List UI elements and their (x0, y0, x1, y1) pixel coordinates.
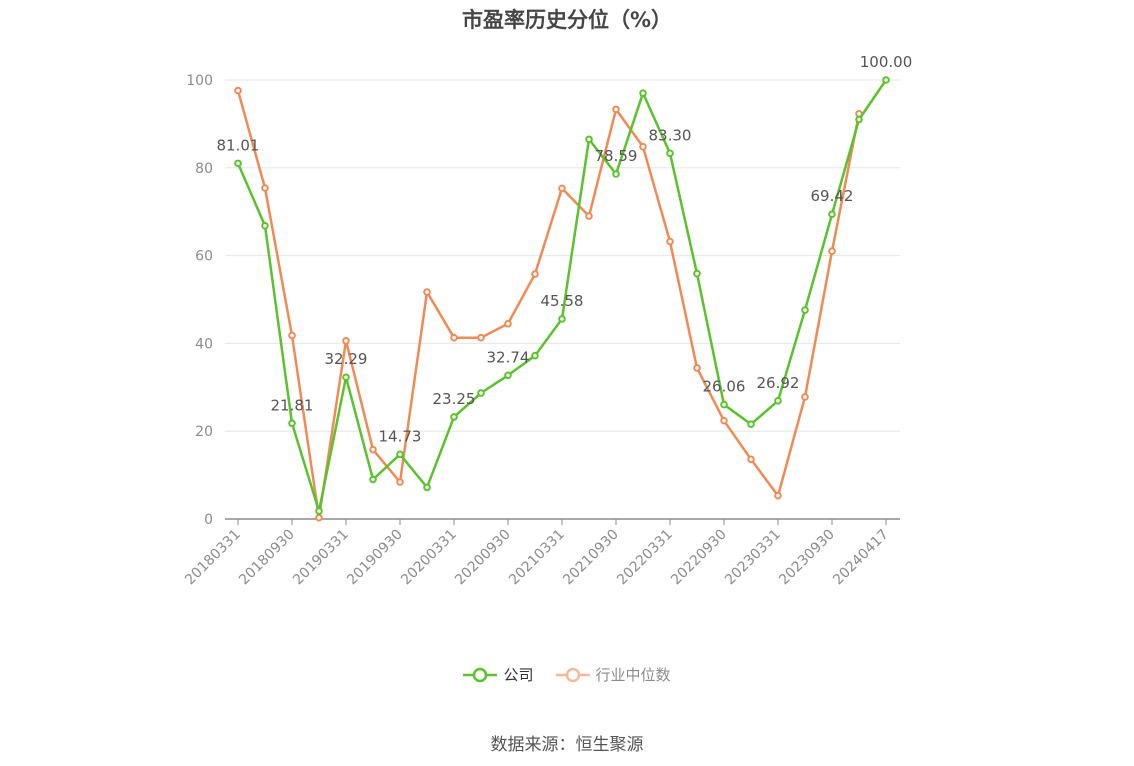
data-point-company[interactable] (639, 89, 647, 97)
data-point-company[interactable] (882, 76, 890, 84)
data-labels: 81.01 21.81 32.29 14.73 23.25 32.74 45.58 78.59… (217, 53, 913, 445)
data-label: 45.58 (541, 292, 584, 310)
data-point-company[interactable] (693, 269, 701, 278)
data-point-industry[interactable] (396, 478, 404, 486)
data-point-industry[interactable] (450, 333, 458, 342)
data-point-industry[interactable] (666, 237, 674, 246)
data-point-industry[interactable] (558, 184, 566, 193)
grid (225, 79, 900, 432)
data-point-company[interactable] (585, 135, 593, 144)
chart-title: 市盈率历史分位（%） (461, 8, 673, 32)
data-point-company[interactable] (720, 400, 728, 409)
legend-item-industry[interactable]: 行业中位数 (555, 664, 671, 685)
data-label: 14.73 (379, 427, 422, 445)
data-point-company[interactable] (558, 315, 566, 323)
data-label: 26.06 (703, 378, 746, 396)
data-point-industry[interactable] (720, 416, 728, 425)
data-point-industry[interactable] (342, 336, 350, 345)
data-point-industry[interactable] (612, 105, 620, 114)
y-tick-label: 40 (195, 336, 213, 352)
data-point-company[interactable] (288, 419, 296, 428)
data-point-industry[interactable] (774, 491, 782, 500)
line-chart: 0 20 40 60 80 100 201803312018093020190331201… (182, 53, 913, 589)
data-point-company[interactable] (315, 507, 323, 515)
data-label: 100.00 (860, 53, 913, 71)
legend-item-company[interactable]: 公司 (463, 664, 534, 685)
x-tick-label: 20180331 (182, 527, 244, 589)
data-point-industry[interactable] (261, 184, 269, 192)
x-tick-label: 20210331 (506, 527, 568, 589)
data-point-company[interactable] (450, 413, 458, 421)
data-point-industry[interactable] (423, 288, 431, 296)
data-point-industry[interactable] (288, 331, 296, 340)
y-axis: 0 20 40 60 80 100 (186, 73, 213, 528)
data-label: 32.29 (325, 350, 368, 368)
data-label: 81.01 (217, 136, 260, 154)
legend-company-label: 公司 (503, 666, 534, 684)
data-point-company[interactable] (477, 389, 485, 397)
data-point-industry[interactable] (747, 455, 755, 464)
x-tick-label: 20240417 (830, 527, 892, 589)
data-point-industry[interactable] (315, 513, 323, 522)
legend: 公司 行业中位数 (0, 664, 1134, 685)
data-point-company[interactable] (423, 483, 431, 492)
data-source: 数据来源：恒生聚源 (490, 735, 644, 755)
data-point-industry[interactable] (693, 364, 701, 372)
data-label: 83.30 (649, 126, 692, 144)
data-point-company[interactable] (747, 420, 755, 428)
data-point-company[interactable] (801, 306, 809, 314)
y-tick-label: 0 (204, 512, 213, 528)
x-tick-label: 20220930 (668, 527, 730, 589)
data-label: 21.81 (271, 396, 314, 414)
y-tick-label: 100 (186, 73, 213, 89)
data-point-company[interactable] (396, 450, 404, 459)
data-point-industry[interactable] (639, 142, 647, 151)
data-point-industry[interactable] (477, 333, 485, 342)
data-point-industry[interactable] (531, 270, 539, 278)
y-tick-label: 60 (195, 249, 213, 265)
x-tick-label: 20190331 (290, 527, 352, 589)
data-point-company[interactable] (261, 221, 269, 230)
x-tick-label: 20220331 (614, 527, 676, 589)
y-tick-label: 80 (195, 161, 213, 177)
data-label: 26.92 (757, 374, 800, 392)
legend-industry-swatch (555, 667, 590, 682)
data-point-industry[interactable] (504, 319, 512, 328)
x-tick-label: 20230930 (776, 527, 838, 589)
series-layer (234, 76, 890, 522)
x-tick-label: 20190930 (344, 527, 406, 589)
legend-company-swatch (463, 667, 498, 682)
data-label: 69.42 (811, 187, 854, 205)
data-point-company[interactable] (342, 373, 350, 382)
data-point-company[interactable] (612, 170, 620, 178)
series-line-industry (236, 90, 861, 519)
data-label: 23.25 (433, 390, 476, 408)
data-point-company[interactable] (531, 351, 539, 360)
data-point-company[interactable] (828, 210, 836, 219)
data-label: 78.59 (595, 147, 638, 165)
x-tick-label: 20200331 (398, 527, 460, 589)
data-point-company[interactable] (774, 397, 782, 405)
data-point-company[interactable] (855, 115, 863, 124)
x-tick-label: 20200930 (452, 527, 514, 589)
data-point-company[interactable] (504, 371, 512, 380)
data-point-company[interactable] (234, 159, 242, 168)
data-point-industry[interactable] (234, 86, 242, 95)
x-tick-label: 20180930 (236, 527, 298, 589)
x-tick-label: 20210930 (560, 527, 622, 589)
data-point-company[interactable] (666, 149, 674, 158)
data-point-industry[interactable] (801, 393, 809, 401)
x-axis: 2018033120180930201903312019093020200331… (182, 518, 900, 589)
data-point-company[interactable] (369, 475, 377, 484)
y-tick-label: 20 (195, 424, 213, 440)
data-point-industry[interactable] (585, 212, 593, 220)
legend-industry-label: 行业中位数 (595, 666, 671, 684)
x-tick-label: 20230331 (722, 527, 784, 589)
data-point-industry[interactable] (828, 247, 836, 256)
data-label: 32.74 (487, 348, 530, 366)
data-point-industry[interactable] (369, 445, 377, 454)
